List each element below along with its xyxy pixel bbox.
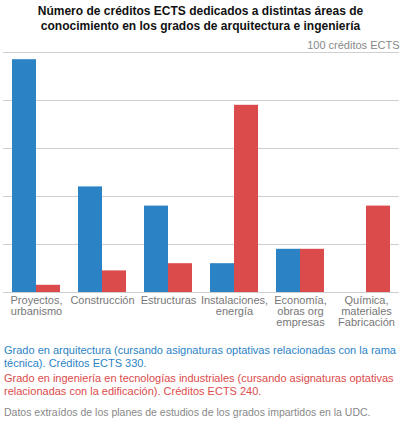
- svg-text:Química,materialesFabricación: Química,materialesFabricación: [338, 294, 395, 328]
- html-text:Grado en arquitectura (cursand: Grado en arquitectura (cursando asignatu…: [4, 344, 396, 369]
- svg-text:Instalaciones,energía: Instalaciones,energía: [201, 294, 268, 317]
- svg-text:100 créditos ECTS: 100 créditos ECTS: [307, 39, 399, 51]
- html-text:Número de créditos ECTS dedica: Número de créditos ECTS dedicados a dist…: [37, 4, 364, 33]
- html-text:Grado en ingeniería en tecnolo: Grado en ingeniería en tecnologías indus…: [4, 372, 394, 397]
- svg-text:Economía,obras orgempresas: Economía,obras orgempresas: [274, 294, 327, 328]
- svg-text:Construcción: Construcción: [70, 294, 134, 306]
- svg-text:Estructuras: Estructuras: [141, 294, 197, 306]
- svg-text:Proyectos,urbanismo: Proyectos,urbanismo: [11, 294, 63, 317]
- html-text:Datos extraídos de los planes: Datos extraídos de los planes de estudio…: [4, 406, 371, 418]
